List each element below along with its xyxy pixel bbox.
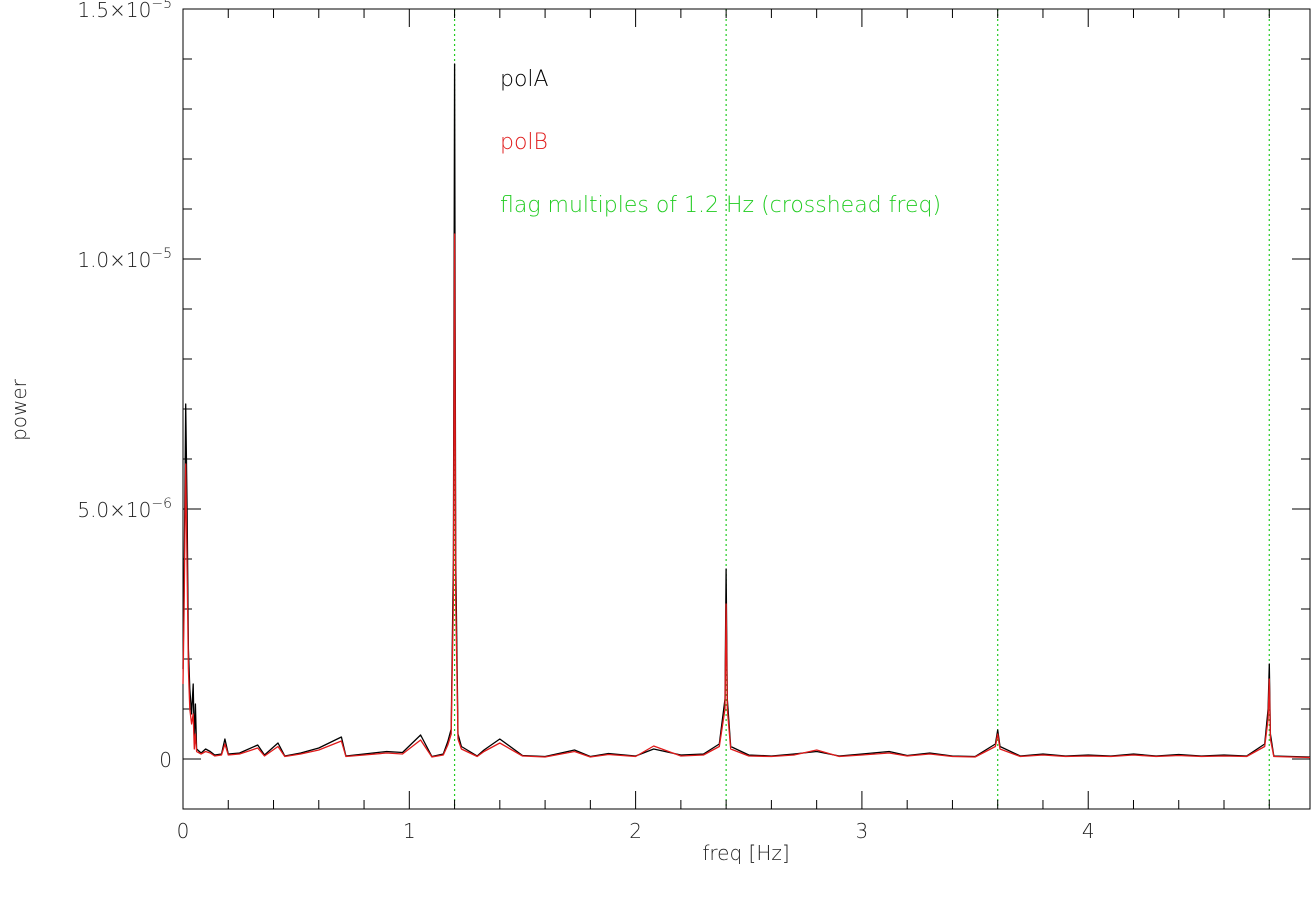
x-axis-label: freq [Hz] [702,841,789,865]
x-tick-label: 3 [856,819,869,843]
x-tick-label: 4 [1082,819,1095,843]
y-tick-labels: 0 5.0×10−6 1.0×10−5 1.5×10−5 [77,0,172,772]
y-tick-label: 1.5×10−5 [77,0,172,22]
y-tick-label: 0 [159,748,172,772]
x-tick-label: 2 [629,819,642,843]
y-axis-label: power [7,378,31,441]
y-tick-label: 5.0×10−6 [77,496,172,522]
legend-polb: polB [500,130,548,155]
axis-ticks [182,8,1310,810]
x-tick-label: 1 [403,819,416,843]
plot-frame [182,8,1311,810]
legend-pola: polA [500,67,549,92]
series-lines [182,63,1311,759]
legend-flag-lines: flag multiples of 1.2 Hz (crosshead freq… [500,193,941,218]
y-tick-label: 1.0×10−5 [77,246,172,272]
flag-lines [453,9,1270,809]
series-line-pola [182,63,1311,758]
x-tick-label: 0 [177,819,190,843]
x-tick-labels: 0 1 2 3 4 [177,819,1095,843]
series-line-polb [182,233,1311,759]
